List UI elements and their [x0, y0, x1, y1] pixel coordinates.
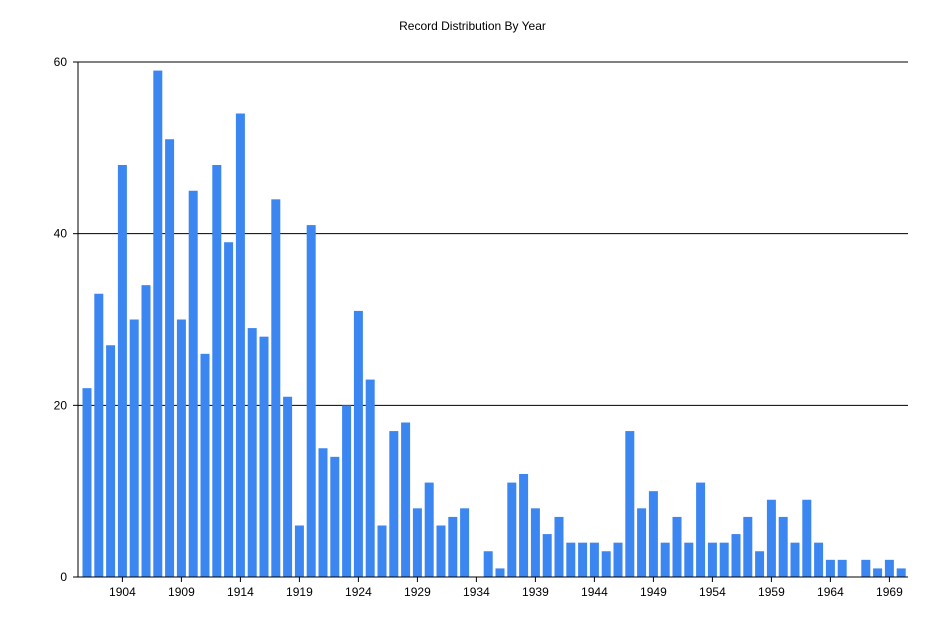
x-tick-label: 1924 — [345, 585, 372, 599]
bar-1937 — [507, 482, 517, 577]
bar-1932 — [448, 516, 458, 577]
y-tick-label: 40 — [54, 227, 68, 241]
bar-1911 — [200, 353, 210, 577]
x-tick-label: 1919 — [286, 585, 313, 599]
bar-1908 — [165, 139, 175, 577]
bar-1924 — [353, 310, 363, 577]
bar-1943 — [578, 542, 588, 577]
bar-1930 — [424, 482, 434, 577]
bar-1925 — [365, 379, 375, 577]
bar-1958 — [755, 551, 765, 577]
bar-1928 — [401, 422, 411, 577]
bar-1907 — [153, 70, 163, 577]
bar-1914 — [235, 113, 245, 577]
chart-title: Record Distribution By Year — [399, 19, 546, 33]
bar-1968 — [873, 568, 883, 577]
x-tick-label: 1904 — [109, 585, 136, 599]
bar-1967 — [861, 559, 871, 577]
bar-1923 — [342, 405, 352, 577]
bar-1919 — [294, 525, 304, 577]
bar-1904 — [117, 165, 127, 577]
bar-1969 — [884, 559, 894, 577]
x-tick-label: 1934 — [463, 585, 490, 599]
x-tick-label: 1954 — [699, 585, 726, 599]
bar-1931 — [436, 525, 446, 577]
bar-1964 — [825, 559, 835, 577]
bar-1905 — [129, 319, 139, 577]
x-tick-label: 1959 — [758, 585, 785, 599]
x-tick-label: 1944 — [581, 585, 608, 599]
bar-1950 — [660, 542, 670, 577]
bar-1952 — [684, 542, 694, 577]
bar-1946 — [613, 542, 623, 577]
x-tick-label: 1909 — [168, 585, 195, 599]
bar-1910 — [188, 190, 198, 577]
x-tick-label: 1964 — [817, 585, 844, 599]
bars — [82, 70, 906, 578]
bar-1938 — [519, 474, 529, 577]
y-tick-label: 20 — [54, 398, 68, 412]
bar-1927 — [389, 431, 399, 577]
bar-1939 — [530, 508, 540, 577]
bar-1902 — [94, 293, 104, 577]
bar-1903 — [106, 345, 116, 577]
bar-1963 — [814, 542, 824, 577]
bar-1948 — [637, 508, 647, 577]
bar-1957 — [743, 516, 753, 577]
bar-1920 — [306, 225, 316, 578]
bar-1917 — [271, 199, 281, 578]
bar-1935 — [483, 551, 493, 577]
y-axis-ticks: 0 20 40 60 — [54, 55, 78, 584]
bar-1926 — [377, 525, 387, 577]
bar-1915 — [247, 328, 257, 577]
y-tick-label: 60 — [54, 55, 68, 69]
bar-1947 — [625, 431, 635, 577]
y-tick-label: 0 — [60, 570, 67, 584]
bar-1961 — [790, 542, 800, 577]
bar-1945 — [601, 551, 611, 577]
bar-1962 — [802, 499, 812, 577]
axes — [77, 62, 908, 578]
bar-1953 — [696, 482, 706, 577]
bar-1906 — [141, 285, 151, 577]
bar-1933 — [460, 508, 470, 577]
x-tick-label: 1949 — [640, 585, 667, 599]
bar-1901 — [82, 388, 92, 577]
bar-1913 — [224, 242, 234, 577]
bar-1944 — [589, 542, 599, 577]
x-axis-ticks: 1904 1909 1914 1919 1924 1929 1934 1939 1944 1949… — [109, 577, 903, 599]
bar-1918 — [283, 396, 293, 577]
bar-1912 — [212, 165, 222, 577]
bar-1949 — [648, 491, 658, 577]
x-tick-label: 1914 — [227, 585, 254, 599]
bar-1921 — [318, 448, 328, 577]
bar-1965 — [837, 559, 847, 577]
x-tick-label: 1969 — [876, 585, 903, 599]
bar-1909 — [176, 319, 186, 577]
bar-1940 — [542, 534, 552, 577]
x-tick-label: 1929 — [404, 585, 431, 599]
bar-1960 — [778, 516, 788, 577]
bar-1936 — [495, 568, 505, 577]
bar-1916 — [259, 336, 269, 577]
bar-1942 — [566, 542, 576, 577]
bar-1929 — [412, 508, 422, 577]
bar-1955 — [719, 542, 729, 577]
bar-1941 — [554, 516, 564, 577]
bar-1970 — [896, 568, 906, 577]
bar-1956 — [731, 534, 741, 577]
bar-1954 — [707, 542, 717, 577]
bar-1922 — [330, 456, 340, 577]
bar-1951 — [672, 516, 682, 577]
bar-1959 — [766, 499, 776, 577]
x-tick-label: 1939 — [522, 585, 549, 599]
